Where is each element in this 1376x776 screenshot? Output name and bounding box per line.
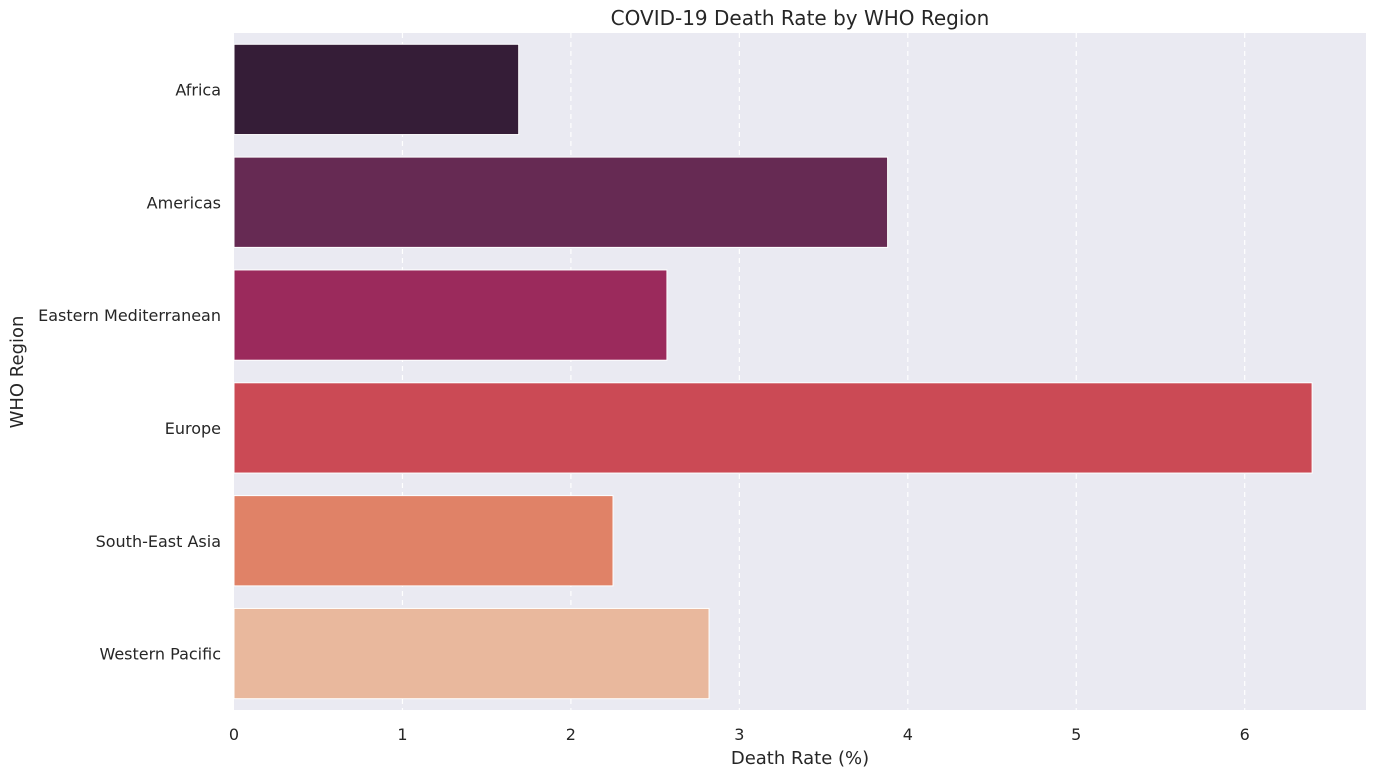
- x-tick-label: 0: [229, 725, 239, 744]
- bar-south-east-asia: [233, 495, 614, 587]
- x-tick-label: 1: [397, 725, 407, 744]
- bar-africa: [233, 43, 520, 136]
- y-axis-title: WHO Region: [7, 316, 28, 429]
- x-tick-label: 2: [566, 725, 576, 744]
- y-tick-label: South-East Asia: [96, 532, 221, 551]
- x-tick-label: 5: [1071, 725, 1081, 744]
- bar-europe: [233, 382, 1313, 474]
- bar-western-pacific: [233, 607, 710, 700]
- x-tick-label: 4: [903, 725, 913, 744]
- bar-eastern-mediterranean: [233, 269, 668, 361]
- x-tick-label: 3: [734, 725, 744, 744]
- x-axis-title: Death Rate (%): [731, 748, 869, 769]
- y-tick-label: Western Pacific: [99, 645, 221, 664]
- grid-lines: [401, 33, 1246, 710]
- x-tick-label: 6: [1240, 725, 1250, 744]
- x-tick-labels: 0 1 2 3 4 5 6: [229, 725, 1250, 744]
- bars: [233, 43, 1313, 700]
- y-tick-label: Africa: [175, 80, 221, 99]
- chart-title: COVID-19 Death Rate by WHO Region: [611, 6, 990, 30]
- y-tick-label: Eastern Mediterranean: [38, 306, 221, 325]
- plot-background: [234, 33, 1366, 710]
- y-tick-labels: Africa Americas Eastern Mediterranean Europ…: [38, 80, 221, 663]
- y-tick-label: Americas: [147, 193, 221, 212]
- y-tick-label: Europe: [165, 419, 221, 438]
- bar-americas: [233, 156, 889, 248]
